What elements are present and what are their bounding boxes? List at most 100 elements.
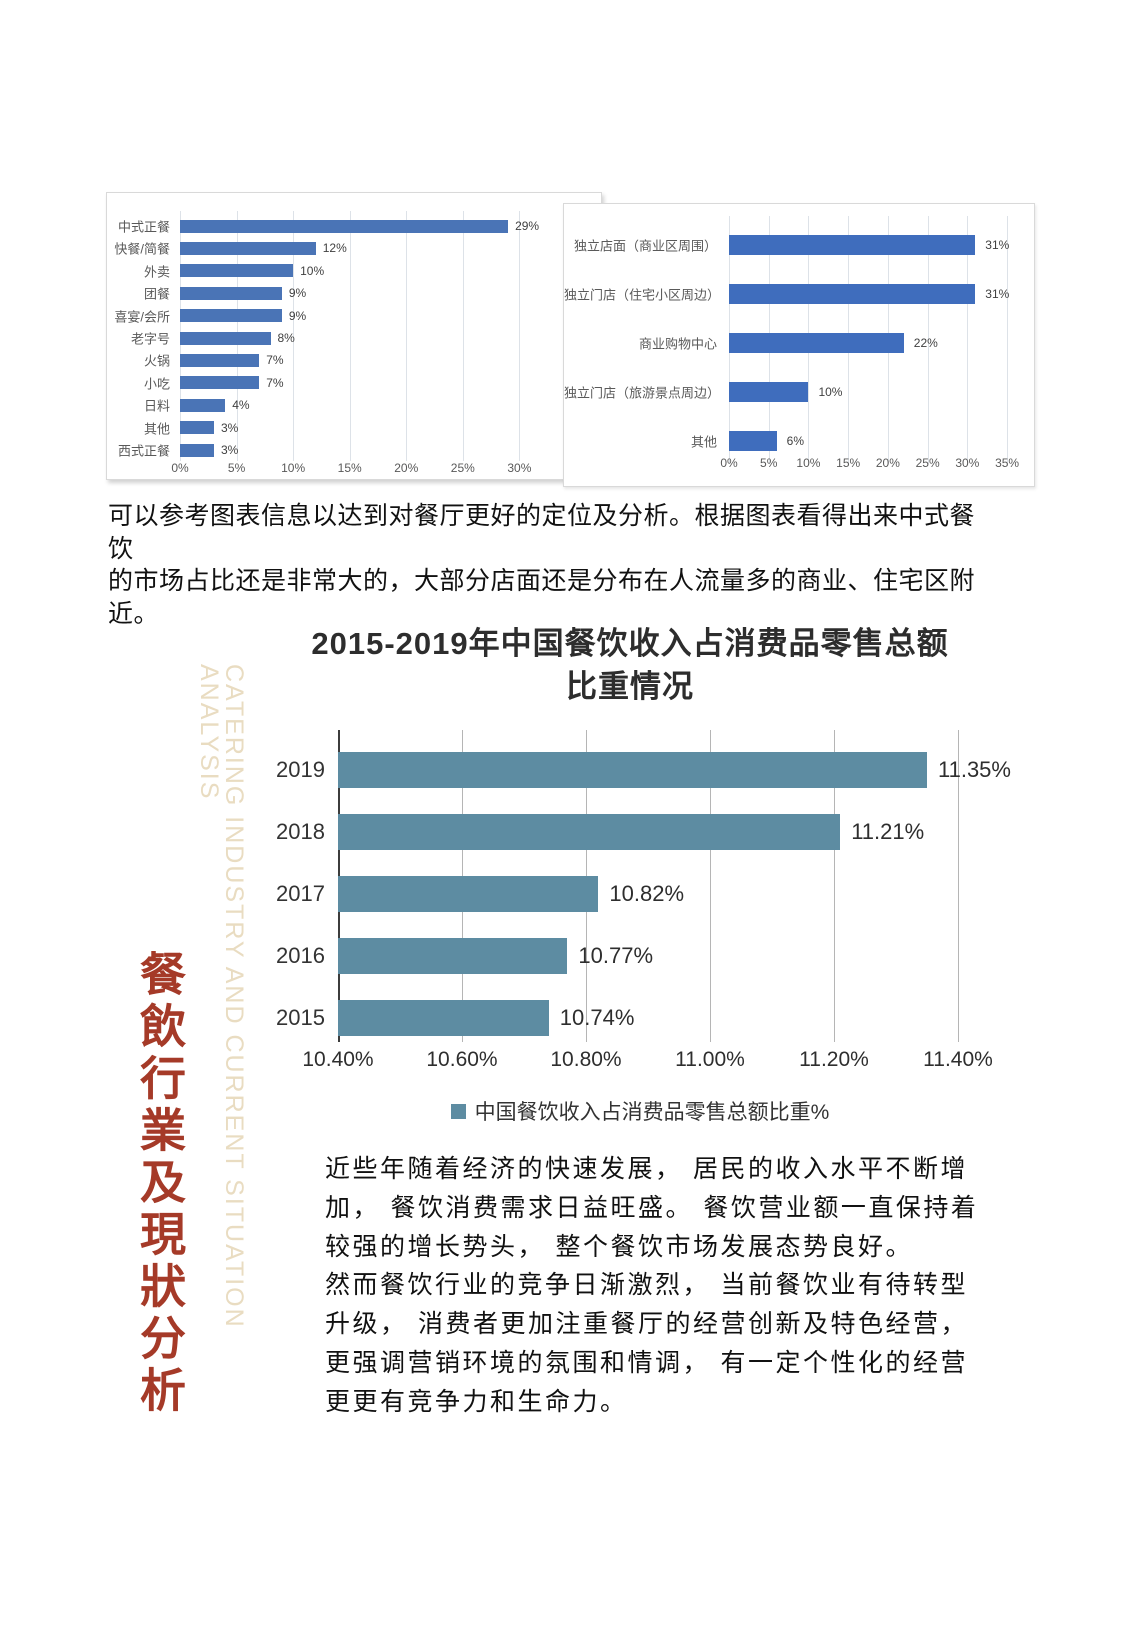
bar: [180, 398, 226, 412]
axis-tick-label: 10.60%: [426, 1048, 498, 1071]
bar: [729, 382, 809, 402]
axis-tick-label: 11.00%: [675, 1048, 745, 1071]
bar: [180, 309, 282, 323]
value-label: 3%: [220, 443, 239, 457]
main-chart-title-line1: 2015-2019年中国餐饮收入占消费品零售总额: [311, 626, 949, 661]
category-label: 喜宴/会所: [114, 309, 170, 325]
axis-tick-label: 10%: [281, 461, 306, 475]
bar: [180, 353, 260, 367]
category-label: 其他: [143, 421, 170, 437]
bar: [180, 443, 214, 457]
axis-tick-label: 10.40%: [302, 1048, 374, 1071]
axis-tick-label: 20%: [394, 461, 419, 475]
vertical-english-caption: CATERING INDUSTRY AND CURRENT SITUATION …: [195, 664, 248, 1329]
bar: [338, 1000, 549, 1036]
axis-tick-label: 25%: [450, 461, 475, 475]
paragraph-line: 更强调营销环境的氛围和情调， 有一定个性化的经营: [325, 1347, 968, 1377]
category-label: 火锅: [143, 353, 170, 369]
bar: [180, 376, 260, 390]
legend-swatch-icon: [450, 1103, 466, 1119]
value-label: 31%: [985, 238, 1010, 252]
category-label: 团餐: [143, 286, 170, 302]
category-label: 其他: [690, 434, 717, 450]
value-label: 7%: [266, 375, 284, 390]
chart-revenue-share: 10.40% 10.60% 10.80% 11.00% 11.20% 11.40% 2019…: [255, 700, 1025, 1075]
value-label: 31%: [985, 287, 1010, 301]
bar: [180, 264, 294, 278]
value-label: 10.74%: [559, 1005, 635, 1030]
bar: [729, 235, 976, 255]
paragraph-line: 较强的增长势头， 整个餐饮市场发展态势良好。: [325, 1231, 913, 1261]
axis-tick-label: 0%: [171, 461, 189, 475]
category-label: 西式正餐: [117, 443, 170, 459]
category-label: 独立门店（旅游景点周边）: [564, 385, 721, 401]
category-label: 快餐/简餐: [114, 241, 170, 257]
body-paragraph: 近些年随着经济的快速发展， 居民的收入水平不断增 加， 餐饮消费需求日益旺盛。 餐…: [325, 1150, 985, 1422]
bar: [338, 876, 599, 912]
category-label: 老字号: [130, 331, 170, 347]
bar: [338, 814, 841, 850]
axis-tick-label: 5%: [227, 461, 246, 475]
value-label: 6%: [786, 434, 804, 448]
bar: [729, 333, 904, 353]
analysis-paragraph: 可以参考图表信息以达到对餐厅更好的定位及分析。根据图表看得出来中式餐饮 的市场占比…: [108, 500, 988, 630]
bar: [338, 938, 568, 974]
bar: [180, 331, 271, 345]
category-label: 2019: [276, 757, 325, 782]
category-label: 商业购物中心: [638, 336, 717, 352]
bar: [180, 421, 214, 435]
value-label: 12%: [322, 241, 347, 256]
value-label: 10%: [300, 263, 325, 278]
legend-label: 中国餐饮收入占消费品零售总额比重%: [474, 1101, 830, 1124]
category-label: 中式正餐: [117, 219, 170, 235]
axis-tick-label: 15%: [337, 461, 362, 475]
category-label: 独立店面（商业区周围）: [573, 238, 717, 254]
axis-tick-label: 30%: [955, 456, 980, 470]
axis-tick-label: 30%: [507, 461, 532, 475]
paragraph-line: 升级， 消费者更加注重餐厅的经营创新及特色经营，: [325, 1309, 968, 1339]
value-label: 9%: [288, 308, 307, 323]
gridline: [834, 730, 835, 1042]
axis-tick-label: 35%: [995, 456, 1020, 470]
value-label: 29%: [515, 219, 540, 233]
bar: [729, 431, 777, 451]
gridline: [710, 730, 711, 1042]
paragraph-line: 更更有竞争力和生命力。: [325, 1386, 628, 1416]
paragraph-line: 的市场占比还是非常大的，大部分店面还是分布在人流量多的商业、住宅区附近。: [108, 566, 976, 628]
axis-tick-label: 11.20%: [799, 1048, 869, 1071]
value-label: 3%: [220, 420, 239, 435]
gridline: [927, 216, 929, 464]
value-label: 10.82%: [609, 881, 685, 906]
vertical-chinese-title: 餐飲行業及現狀分析: [133, 950, 187, 1418]
axis-tick-label: 10%: [796, 456, 821, 470]
value-label: 10%: [818, 385, 843, 399]
axis-tick-label: 5%: [760, 456, 778, 470]
gridline: [293, 211, 295, 461]
value-label: 7%: [266, 353, 284, 368]
chart-restaurant-categories: 0% 5% 10% 15% 20% 25% 30% 中式正餐 29% 快餐/简餐 12% 外卖 10% 团…: [106, 192, 602, 480]
main-chart-title-line2: 比重情况: [566, 669, 694, 704]
chart-legend: 中国餐饮收入占消费品零售总额比重%: [255, 1096, 1025, 1126]
value-label: 8%: [277, 331, 295, 345]
category-label: 小吃: [143, 376, 170, 392]
value-label: 22%: [913, 336, 938, 350]
bar: [338, 752, 927, 788]
chart-store-locations: 0% 5% 10% 15% 20% 25% 30% 35% 独立店面（商业区周围） 31% 独立门店…: [563, 203, 1035, 487]
paragraph-line: 然而餐饮行业的竞争日渐激烈， 当前餐饮业有待转型: [325, 1270, 968, 1300]
category-label: 2017: [276, 881, 325, 906]
value-label: 10.77%: [578, 943, 654, 968]
category-label: 2015: [276, 1005, 325, 1030]
axis-tick-label: 20%: [875, 456, 900, 470]
gridline: [462, 211, 464, 461]
bar: [729, 284, 976, 304]
gridline: [958, 730, 959, 1042]
category-label: 2016: [276, 943, 325, 968]
category-label: 2018: [276, 819, 325, 844]
paragraph-line: 可以参考图表信息以达到对餐厅更好的定位及分析。根据图表看得出来中式餐饮: [108, 501, 976, 563]
axis-tick-label: 11.40%: [923, 1048, 993, 1071]
category-label: 外卖: [143, 264, 170, 280]
category-label: 日料: [143, 398, 170, 414]
axis-tick-label: 10.80%: [550, 1048, 622, 1071]
value-label: 11.35%: [938, 757, 1011, 782]
